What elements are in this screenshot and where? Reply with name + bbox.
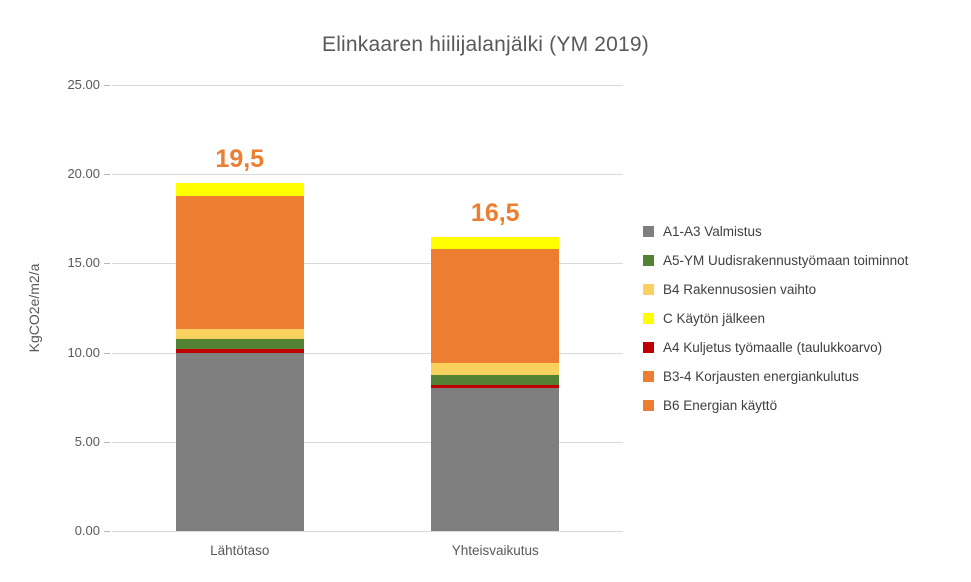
legend-item: B3-4 Korjausten energiankulutus	[643, 367, 908, 385]
x-axis-category-label: Yhteisvaikutus	[451, 543, 539, 558]
plot-area: 25.00 20.00 15.00 10.00 5.00 0.00 19,5 Lähtötas…	[67, 77, 623, 558]
y-axis-tick-label: 10.00	[67, 345, 100, 360]
legend-item: A1-A3 Valmistus	[643, 222, 908, 240]
legend-swatch-icon	[643, 312, 654, 324]
y-axis-tick-label: 0.00	[74, 523, 100, 538]
legend-item: A5-YM Uudisrakennustyömaan toiminnot	[643, 251, 908, 269]
y-axis-title-text: KgCO2e/m2/a	[26, 263, 42, 353]
gridline	[112, 85, 623, 86]
bar-segment	[175, 339, 304, 350]
legend-item: A4 Kuljetus työmaalle (taulukkoarvo)	[643, 338, 908, 356]
gridline	[112, 531, 623, 532]
x-axis-category-label: Lähtötaso	[210, 543, 270, 558]
stacked-bar-1	[175, 183, 304, 531]
gridline	[112, 263, 623, 264]
bar-segment	[431, 374, 560, 385]
legend-label: A5-YM Uudisrakennustyömaan toiminnot	[663, 252, 909, 268]
chart-title: Elinkaaren hiilijalanjälki (YM 2019)	[321, 33, 650, 56]
legend-swatch-icon	[643, 283, 654, 295]
y-axis-tick-label: 5.00	[74, 434, 100, 449]
bar-segment	[175, 195, 304, 330]
y-axis-tick-mark	[104, 531, 110, 532]
bar-segment	[431, 388, 560, 531]
y-axis-tick-label: 25.00	[67, 77, 100, 92]
legend-item: B6 Energian käyttö	[643, 396, 908, 414]
legend-label: B6 Energian käyttö	[663, 397, 778, 413]
y-axis-tick-mark	[104, 442, 110, 443]
legend-swatch-icon	[643, 254, 654, 266]
legend-item: C Käytön jälkeen	[643, 309, 908, 327]
gridline	[112, 174, 623, 175]
bar-segment	[175, 329, 304, 340]
y-axis-tick-label: 20.00	[67, 166, 100, 181]
y-axis-tick-mark	[104, 263, 110, 264]
legend-swatch-icon	[643, 225, 654, 237]
legend-label: B3-4 Korjausten energiankulutus	[663, 368, 859, 384]
legend-item: B4 Rakennusosien vaihto	[643, 280, 908, 298]
legend-swatch-icon	[643, 399, 654, 411]
bar-segment	[431, 384, 560, 389]
y-axis-tick-mark	[104, 174, 110, 175]
y-axis-tick-mark	[104, 353, 110, 354]
legend: A1-A3 Valmistus A5-YM Uudisrakennustyömaa…	[643, 222, 908, 425]
legend-label: B4 Rakennusosien vaihto	[663, 281, 817, 297]
legend-swatch-icon	[643, 370, 654, 382]
bar-segment	[431, 249, 560, 364]
bar-total-label: 19,5	[215, 145, 265, 174]
y-axis-tick-label: 15.00	[67, 255, 100, 270]
bar-total-label: 16,5	[470, 198, 520, 227]
bar-segment	[175, 183, 304, 196]
legend-label: A4 Kuljetus työmaalle (taulukkoarvo)	[663, 339, 883, 355]
gridline	[112, 442, 623, 443]
legend-label: A1-A3 Valmistus	[663, 223, 762, 239]
legend-swatch-icon	[643, 341, 654, 353]
bar-segment	[175, 352, 304, 531]
bar-segment	[431, 363, 560, 375]
bar-segment	[175, 349, 304, 353]
legend-label: C Käytön jälkeen	[663, 310, 766, 326]
y-axis-tick-mark	[104, 85, 110, 86]
gridline	[112, 353, 623, 354]
bar-segment	[431, 236, 560, 250]
stacked-bar-2	[431, 236, 560, 531]
